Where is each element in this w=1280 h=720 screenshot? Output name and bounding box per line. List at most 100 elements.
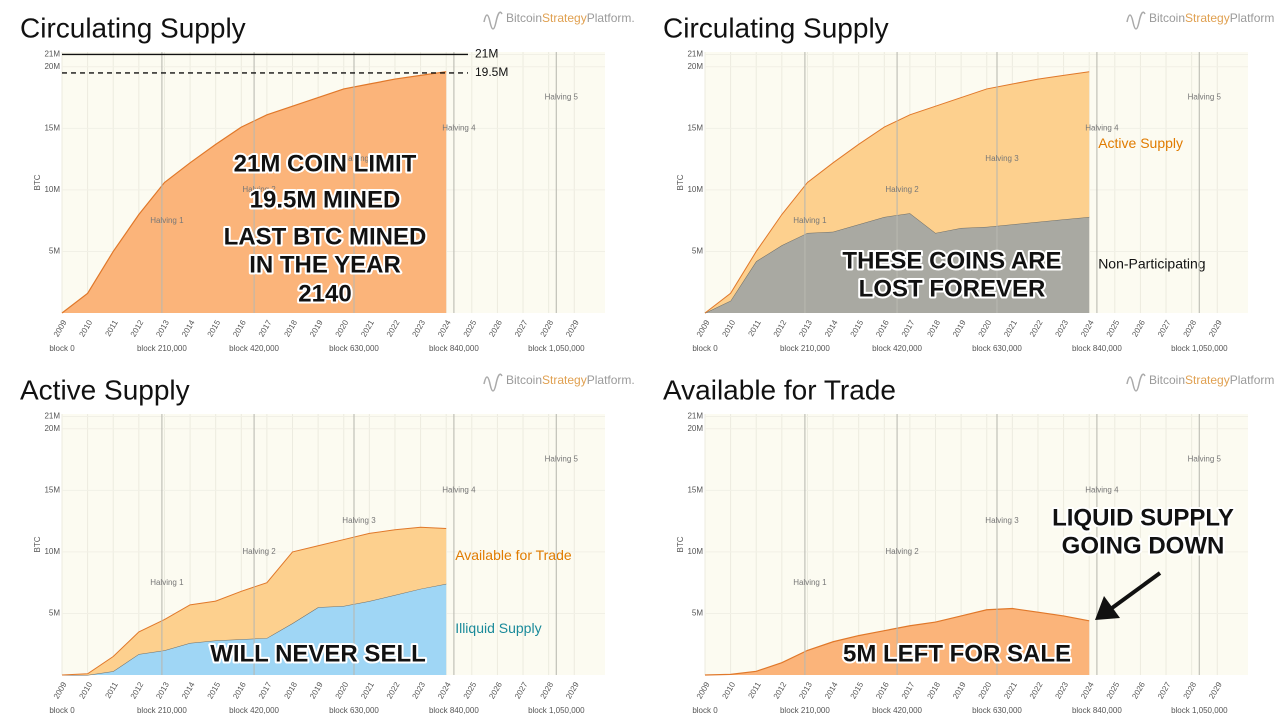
x-tick-label: 2029 (1207, 680, 1224, 700)
annotation: GOING DOWN (1062, 532, 1225, 559)
block-label: block 0 (49, 706, 75, 715)
block-label: block 210,000 (137, 344, 187, 353)
x-tick-label: 2012 (129, 680, 146, 700)
block-label: block 630,000 (329, 344, 379, 353)
watermark-part: Strategy (542, 11, 587, 25)
block-label: block 1,050,000 (528, 706, 585, 715)
chart-title: Circulating Supply (20, 12, 246, 43)
watermark-part: Bitcoin (506, 373, 542, 387)
halving-label: Halving 4 (442, 485, 476, 494)
halving-label: Halving 4 (1085, 123, 1119, 132)
x-tick-label: 2025 (1105, 318, 1122, 338)
block-label: block 630,000 (972, 344, 1022, 353)
x-tick-label: 2020 (334, 680, 351, 700)
x-tick-label: 2015 (206, 318, 223, 338)
block-label: block 0 (692, 344, 718, 353)
panel: Active Supply BitcoinStrategyPlatform. BTC… (20, 373, 635, 715)
x-tick-label: 2026 (1130, 680, 1147, 700)
halving-label: Halving 5 (1188, 93, 1222, 102)
x-tick-label: 2022 (385, 680, 402, 700)
y-tick-label: 20M (44, 424, 60, 433)
y-tick-label: 10M (44, 547, 60, 556)
chart-title: Available for Trade (663, 374, 896, 405)
y-tick-label: 21M (687, 50, 703, 59)
x-tick-label: 2016 (231, 680, 248, 700)
watermark-part: Bitcoin (506, 11, 542, 25)
watermark: BitcoinStrategyPlatform (1149, 11, 1274, 25)
x-tick-label: 2022 (1028, 680, 1045, 700)
x-tick-label: 2028 (1182, 680, 1199, 700)
x-tick-label: 2025 (1105, 680, 1122, 700)
halving-label: Halving 1 (150, 216, 184, 225)
x-tick-label: 2015 (849, 680, 866, 700)
x-tick-label: 2010 (77, 318, 94, 338)
y-tick-label: 10M (687, 547, 703, 556)
annotation: 19.5M MINED (250, 186, 401, 213)
arrow (1095, 571, 1162, 620)
watermark-part: Bitcoin (1149, 373, 1185, 387)
halving-label: Halving 5 (545, 455, 579, 464)
halving-label: Halving 2 (885, 547, 919, 556)
x-tick-label: 2017 (257, 318, 274, 338)
x-tick-label: 2023 (1053, 680, 1070, 700)
y-tick-label: 21M (687, 412, 703, 421)
x-tick-label: 2027 (1156, 318, 1173, 338)
y-tick-label: 20M (44, 62, 60, 71)
halving-label: Halving 3 (342, 154, 376, 163)
legend-label: Non-Participating (1098, 256, 1205, 272)
logo (1126, 11, 1146, 30)
block-label: block 210,000 (137, 706, 187, 715)
x-tick-label: 2012 (772, 318, 789, 338)
watermark: BitcoinStrategyPlatform (1149, 373, 1274, 387)
logo (483, 373, 503, 392)
x-tick-label: 2018 (282, 680, 299, 700)
x-tick-label: 2016 (874, 318, 891, 338)
annotation: LOST FOREVER (859, 275, 1046, 302)
x-tick-label: 2012 (772, 680, 789, 700)
annotation: LAST BTC MINED (224, 223, 427, 250)
panel: Circulating Supply BitcoinStrategyPlatfor… (20, 11, 635, 353)
x-tick-label: 2021 (1002, 318, 1019, 338)
annotation: IN THE YEAR (249, 251, 401, 278)
x-tick-label: 2019 (308, 680, 325, 700)
x-tick-label: 2009 (52, 680, 69, 700)
annotation: 21M COIN LIMIT (234, 150, 417, 177)
x-tick-label: 2022 (385, 318, 402, 338)
block-label: block 420,000 (229, 706, 279, 715)
x-tick-label: 2019 (951, 680, 968, 700)
stacked-area (62, 583, 447, 675)
block-label: block 840,000 (429, 344, 479, 353)
x-tick-label: 2013 (797, 680, 814, 700)
watermark-part: Strategy (1185, 373, 1230, 387)
x-tick-label: 2011 (103, 318, 120, 338)
x-tick-label: 2018 (282, 318, 299, 338)
halving-label: Halving 1 (793, 216, 827, 225)
x-tick-label: 2015 (206, 680, 223, 700)
logo (1126, 373, 1146, 392)
x-tick-label: 2029 (564, 318, 581, 338)
x-tick-label: 2011 (746, 318, 763, 338)
block-label: block 210,000 (780, 706, 830, 715)
x-tick-label: 2021 (1002, 680, 1019, 700)
y-tick-label: 5M (49, 609, 60, 618)
x-tick-label: 2011 (746, 680, 763, 700)
watermark-part: Platform (1230, 373, 1275, 387)
x-tick-label: 2029 (1207, 318, 1224, 338)
x-tick-label: 2017 (257, 680, 274, 700)
annotation: 2140 (298, 280, 351, 307)
halving-label: Halving 4 (442, 123, 476, 132)
x-tick-label: 2010 (77, 680, 94, 700)
x-tick-label: 2013 (797, 318, 814, 338)
x-tick-label: 2014 (823, 680, 840, 700)
logo (483, 11, 503, 30)
halving-label: Halving 3 (985, 154, 1019, 163)
x-tick-label: 2023 (1053, 318, 1070, 338)
x-tick-label: 2020 (977, 318, 994, 338)
halving-label: Halving 1 (150, 578, 184, 587)
x-tick-label: 2009 (52, 318, 69, 338)
watermark-part: Platform. (587, 373, 635, 387)
block-label: block 210,000 (780, 344, 830, 353)
watermark-part: Platform (1230, 11, 1275, 25)
halving-label: Halving 2 (242, 547, 276, 556)
y-tick-label: 15M (687, 485, 703, 494)
